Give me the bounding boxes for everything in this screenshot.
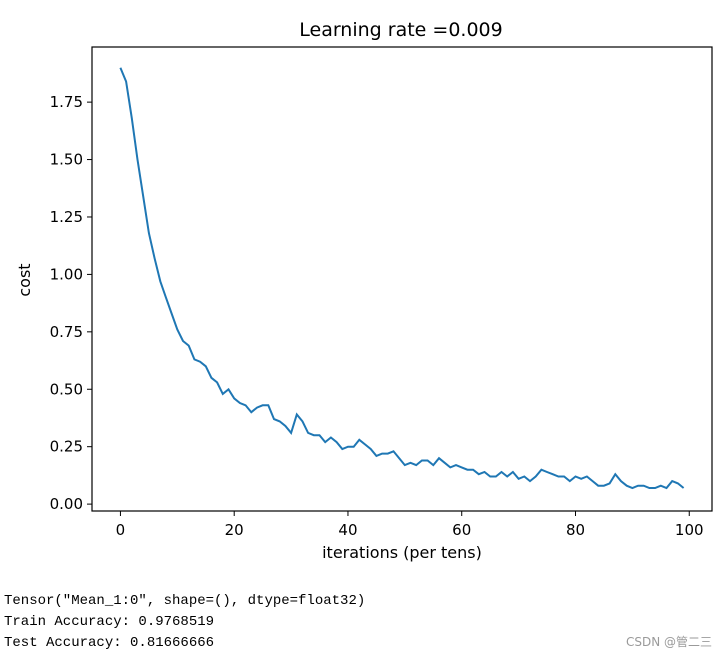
- y-tick-label: 0.00: [50, 495, 83, 513]
- y-tick-label: 0.50: [50, 380, 83, 398]
- console-line-tensor: Tensor("Mean_1:0", shape=(), dtype=float…: [4, 593, 366, 609]
- y-axis: 0.00 0.25 0.50 0.75 1.00 1.25 1.50 1.75: [50, 93, 92, 513]
- x-axis: 0 20 40 60 80 100: [116, 511, 704, 539]
- cost-chart: Learning rate =0.009 0 20 40 60 80 100 0.000.…: [15, 19, 713, 562]
- y-tick-label: 1.00: [50, 265, 83, 283]
- cost-series-line: [119, 67, 685, 490]
- console-output: Tensor("Mean_1:0", shape=(), dtype=float…: [4, 591, 365, 654]
- x-tick-label: 80: [566, 521, 585, 539]
- y-tick-label: 0.75: [50, 323, 83, 341]
- watermark: CSDN @管二三: [625, 635, 712, 649]
- console-line-test-accuracy: Test Accuracy: 0.81666666: [4, 635, 215, 651]
- plot-area: [91, 46, 713, 512]
- x-axis-label: iterations (per tens): [322, 543, 482, 562]
- x-tick-label: 100: [675, 521, 704, 539]
- y-axis-label: cost: [15, 263, 34, 296]
- y-tick-label: 1.50: [50, 151, 83, 169]
- y-tick-label: 1.25: [50, 208, 83, 226]
- y-tick-label: 1.75: [50, 93, 83, 111]
- x-tick-label: 20: [225, 521, 244, 539]
- console-line-train-accuracy: Train Accuracy: 0.9768519: [4, 614, 215, 630]
- x-tick-label: 40: [338, 521, 357, 539]
- x-tick-label: 0: [116, 521, 126, 539]
- x-tick-label: 60: [452, 521, 471, 539]
- y-tick-label: 0.25: [50, 438, 83, 456]
- chart-title: Learning rate =0.009: [299, 19, 502, 41]
